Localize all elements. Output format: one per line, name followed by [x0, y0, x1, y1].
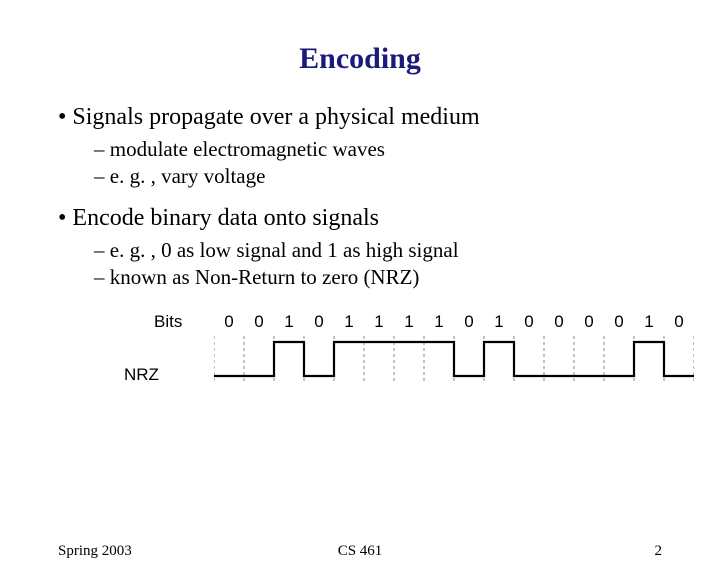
- bit-cell: 0: [214, 312, 244, 332]
- nrz-diagram: Bits 0010111101000010 NRZ: [154, 312, 694, 386]
- bullet-item: known as Non-Return to zero (NRZ): [94, 265, 680, 290]
- footer: Spring 2003 CS 461 2: [0, 543, 720, 560]
- content-area: Signals propagate over a physical medium…: [58, 104, 680, 386]
- bullet-item: Encode binary data onto signals: [58, 205, 680, 232]
- bit-cell: 0: [514, 312, 544, 332]
- footer-right: 2: [655, 543, 663, 560]
- bit-cell: 0: [244, 312, 274, 332]
- nrz-label: NRZ: [124, 337, 214, 385]
- bit-cell: 0: [664, 312, 694, 332]
- bullet-item: Signals propagate over a physical medium: [58, 104, 680, 131]
- bullet-item: e. g. , vary voltage: [94, 164, 680, 189]
- bit-cell: 0: [604, 312, 634, 332]
- footer-left: Spring 2003: [58, 543, 132, 560]
- footer-center: CS 461: [338, 543, 383, 560]
- bits-label: Bits: [154, 312, 214, 332]
- bit-cell: 1: [484, 312, 514, 332]
- bit-cell: 1: [634, 312, 664, 332]
- nrz-waveform: [214, 336, 694, 386]
- bit-cell: 1: [334, 312, 364, 332]
- bits-values: 0010111101000010: [214, 312, 694, 332]
- bit-cell: 1: [364, 312, 394, 332]
- slide-title: Encoding: [0, 42, 720, 76]
- bit-cell: 0: [304, 312, 334, 332]
- bit-cell: 0: [454, 312, 484, 332]
- bullet-item: modulate electromagnetic waves: [94, 137, 680, 162]
- bit-cell: 1: [394, 312, 424, 332]
- bit-cell: 0: [544, 312, 574, 332]
- bit-cell: 0: [574, 312, 604, 332]
- bit-cell: 1: [424, 312, 454, 332]
- bit-cell: 1: [274, 312, 304, 332]
- bullet-item: e. g. , 0 as low signal and 1 as high si…: [94, 238, 680, 263]
